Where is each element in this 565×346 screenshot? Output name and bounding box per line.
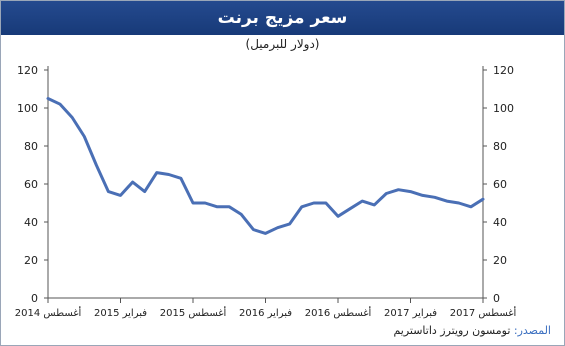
series-line-0	[46, 97, 485, 235]
x-tick-label-2: أغسطس 2015	[160, 306, 227, 319]
y-tick-label-left-60: 60	[24, 178, 38, 191]
chart-title-bar: سعر مزيج برنت	[1, 1, 564, 35]
y-tick-label-right-40: 40	[493, 216, 507, 229]
x-tick-label-4: أغسطس 2016	[305, 306, 372, 319]
y-tick-label-left-0: 0	[31, 292, 38, 305]
source-note: المصدر: تومسون رويترز داتاستريم	[393, 324, 551, 337]
y-tick-label-right-0: 0	[493, 292, 500, 305]
y-tick-label-right-100: 100	[493, 102, 514, 115]
x-tick-label-3: فبراير 2016	[239, 308, 292, 319]
x-tick-label-0: أغسطس 2014	[15, 306, 82, 319]
chart-subtitle: (دولار للبرميل)	[245, 37, 320, 51]
source-label: المصدر:	[513, 324, 551, 337]
y-tick-label-right-80: 80	[493, 140, 507, 153]
y-tick-label-left-20: 20	[24, 254, 38, 267]
x-tick-label-5: فبراير 2017	[384, 308, 437, 319]
x-tick-label-1: فبراير 2015	[94, 308, 147, 319]
y-tick-label-left-100: 100	[17, 102, 38, 115]
chart-title: سعر مزيج برنت	[217, 8, 348, 28]
x-tick-label-6: أغسطس 2017	[450, 306, 517, 319]
y-tick-label-left-120: 120	[17, 64, 38, 77]
y-tick-label-right-60: 60	[493, 178, 507, 191]
source-text: تومسون رويترز داتاستريم	[393, 324, 511, 337]
y-tick-label-right-120: 120	[493, 64, 514, 77]
y-tick-label-left-40: 40	[24, 216, 38, 229]
y-tick-label-right-20: 20	[493, 254, 507, 267]
y-tick-label-left-80: 80	[24, 140, 38, 153]
